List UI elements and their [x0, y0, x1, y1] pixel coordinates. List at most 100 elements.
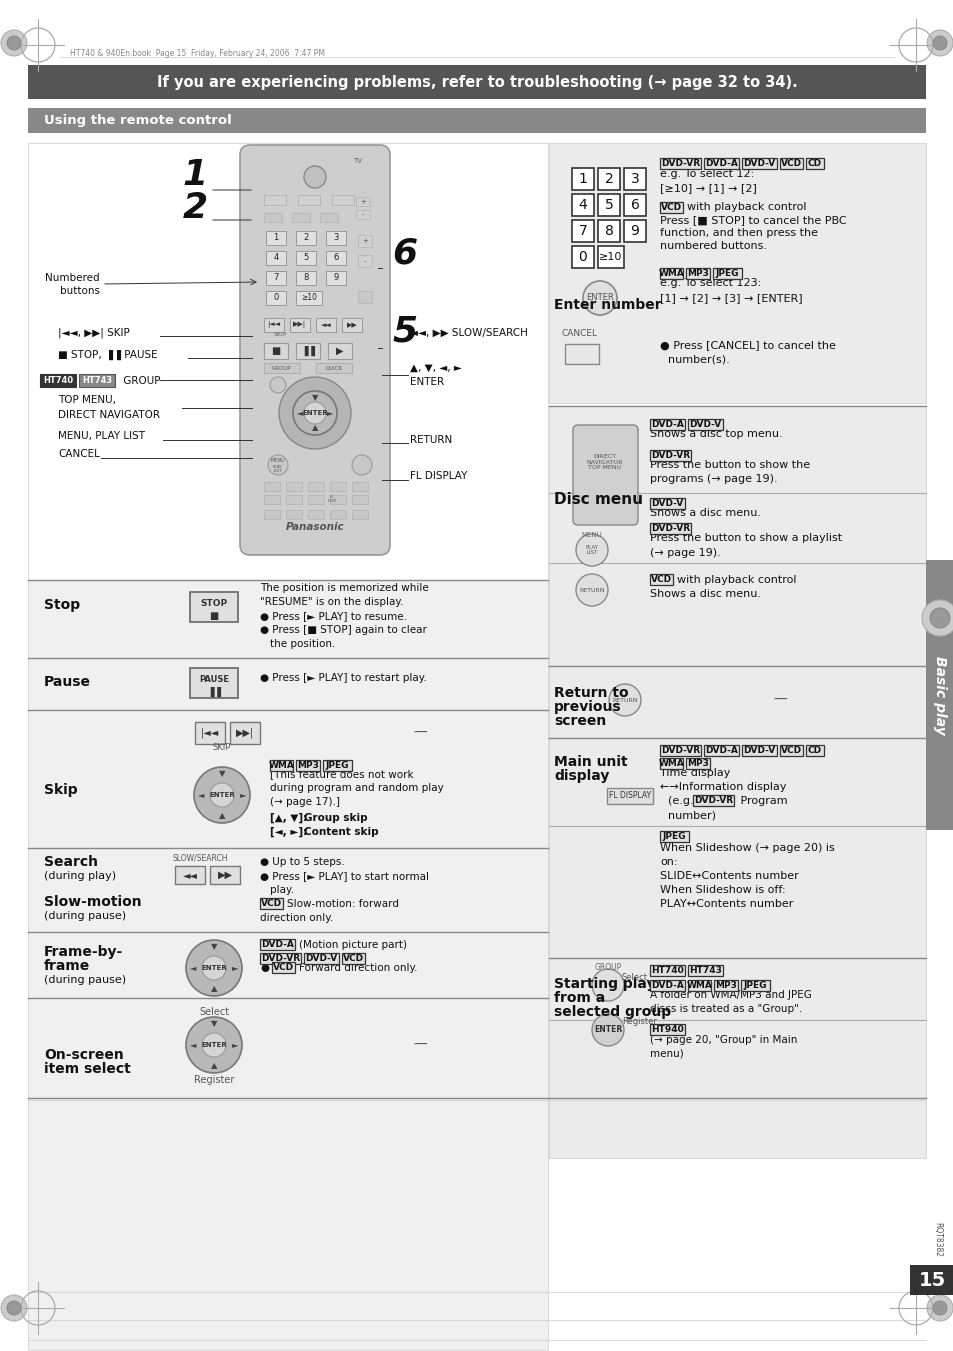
- Text: frame: frame: [44, 959, 91, 973]
- FancyBboxPatch shape: [779, 744, 802, 757]
- Text: QUICK: QUICK: [325, 366, 342, 370]
- Text: 5: 5: [392, 315, 417, 349]
- Text: DVD-V: DVD-V: [651, 499, 683, 508]
- Text: RETURN: RETURN: [578, 588, 604, 593]
- Text: 6: 6: [333, 254, 338, 262]
- Text: Basic play: Basic play: [932, 655, 946, 735]
- Text: HT740: HT740: [43, 376, 73, 385]
- Text: ▶▶|: ▶▶|: [235, 728, 253, 738]
- Text: ▲: ▲: [211, 985, 217, 993]
- Text: SKIP: SKIP: [273, 332, 287, 336]
- FancyBboxPatch shape: [692, 794, 733, 807]
- FancyBboxPatch shape: [295, 290, 322, 305]
- FancyBboxPatch shape: [352, 482, 368, 490]
- FancyBboxPatch shape: [264, 317, 284, 332]
- Text: ◄◄: ◄◄: [320, 322, 331, 328]
- Text: 0: 0: [578, 250, 587, 263]
- Text: CANCEL: CANCEL: [561, 328, 598, 338]
- Text: FL DISPLAY: FL DISPLAY: [608, 792, 650, 801]
- FancyBboxPatch shape: [659, 758, 682, 769]
- Text: GROUP: GROUP: [272, 366, 292, 370]
- FancyBboxPatch shape: [303, 952, 338, 965]
- FancyBboxPatch shape: [659, 744, 700, 757]
- Text: |◄◄: |◄◄: [201, 728, 219, 738]
- FancyBboxPatch shape: [315, 363, 352, 373]
- FancyBboxPatch shape: [548, 666, 925, 738]
- FancyBboxPatch shape: [260, 952, 300, 965]
- Text: Group skip: Group skip: [304, 813, 367, 823]
- Text: 4: 4: [274, 254, 278, 262]
- FancyBboxPatch shape: [572, 168, 594, 190]
- Text: JPEG: JPEG: [715, 269, 739, 278]
- FancyBboxPatch shape: [28, 108, 925, 132]
- Text: —: —: [413, 725, 426, 740]
- Text: ENTER: ENTER: [201, 1042, 227, 1048]
- Text: +: +: [362, 238, 368, 245]
- FancyBboxPatch shape: [659, 831, 688, 842]
- Circle shape: [932, 36, 946, 50]
- Text: ▼: ▼: [211, 1020, 217, 1028]
- Circle shape: [7, 1301, 21, 1315]
- Text: [▲, ▼]:: [▲, ▼]:: [270, 813, 314, 823]
- Text: play.: play.: [270, 885, 294, 894]
- Text: DVD-A: DVD-A: [650, 981, 683, 990]
- FancyBboxPatch shape: [564, 345, 598, 363]
- Circle shape: [921, 600, 953, 636]
- Text: Forward direction only.: Forward direction only.: [299, 963, 417, 973]
- Text: ENTER: ENTER: [594, 1025, 621, 1035]
- Text: Press [■ STOP] to cancel the PBC: Press [■ STOP] to cancel the PBC: [659, 215, 845, 226]
- Text: ▐▐: ▐▐: [206, 686, 221, 697]
- FancyBboxPatch shape: [264, 343, 288, 359]
- Text: 5: 5: [303, 254, 309, 262]
- FancyBboxPatch shape: [264, 494, 280, 504]
- Text: 9: 9: [333, 273, 338, 282]
- Text: FL DISPLAY: FL DISPLAY: [410, 471, 467, 481]
- Text: MENU: MENU: [581, 532, 601, 538]
- Text: ▲: ▲: [218, 812, 225, 820]
- Text: WMA: WMA: [659, 759, 684, 767]
- FancyBboxPatch shape: [355, 209, 370, 219]
- FancyBboxPatch shape: [352, 509, 368, 519]
- FancyBboxPatch shape: [272, 962, 295, 973]
- FancyBboxPatch shape: [598, 220, 619, 242]
- Text: A folder on WMA/MP3 and JPEG: A folder on WMA/MP3 and JPEG: [649, 990, 811, 1000]
- Text: WMA: WMA: [686, 981, 712, 990]
- Text: ▶▶: ▶▶: [346, 322, 357, 328]
- FancyBboxPatch shape: [264, 482, 280, 490]
- Text: HT740: HT740: [651, 966, 683, 975]
- FancyBboxPatch shape: [341, 952, 365, 965]
- FancyBboxPatch shape: [623, 168, 645, 190]
- Text: ▼: ▼: [312, 393, 318, 403]
- FancyBboxPatch shape: [190, 592, 237, 621]
- Text: ENTER: ENTER: [302, 409, 328, 416]
- FancyBboxPatch shape: [925, 561, 953, 830]
- Text: Press the button to show a playlist: Press the button to show a playlist: [649, 534, 841, 543]
- Text: [≥10] → [1] → [2]: [≥10] → [1] → [2]: [659, 182, 756, 193]
- FancyBboxPatch shape: [649, 965, 684, 975]
- FancyBboxPatch shape: [357, 235, 372, 247]
- FancyBboxPatch shape: [352, 494, 368, 504]
- Text: RETURN: RETURN: [410, 435, 452, 444]
- Text: ◄◄, ▶▶ SLOW/SEARCH: ◄◄, ▶▶ SLOW/SEARCH: [410, 328, 527, 338]
- Text: Slow-motion: forward: Slow-motion: forward: [287, 898, 399, 909]
- FancyBboxPatch shape: [308, 494, 324, 504]
- Text: JPEG: JPEG: [662, 832, 685, 842]
- Text: ENTER: ENTER: [585, 293, 613, 303]
- Text: Enter number: Enter number: [554, 299, 661, 312]
- Text: PLAY
LIST: PLAY LIST: [273, 465, 283, 473]
- Text: DVD-A: DVD-A: [704, 159, 737, 168]
- FancyBboxPatch shape: [322, 761, 352, 771]
- Text: -: -: [363, 258, 366, 263]
- Text: SLIDE↔Contents number: SLIDE↔Contents number: [659, 871, 798, 881]
- Text: e.g. To select 123:: e.g. To select 123:: [659, 278, 760, 288]
- Text: RQT8382: RQT8382: [933, 1223, 942, 1258]
- FancyBboxPatch shape: [357, 290, 372, 303]
- FancyBboxPatch shape: [649, 979, 684, 992]
- Text: —: —: [772, 693, 786, 707]
- Text: GROUP: GROUP: [594, 963, 621, 973]
- FancyBboxPatch shape: [326, 251, 346, 265]
- FancyBboxPatch shape: [266, 290, 286, 305]
- Text: [1] → [2] → [3] → [ENTER]: [1] → [2] → [3] → [ENTER]: [659, 293, 801, 303]
- Text: JPEG: JPEG: [743, 981, 766, 990]
- FancyBboxPatch shape: [286, 482, 302, 490]
